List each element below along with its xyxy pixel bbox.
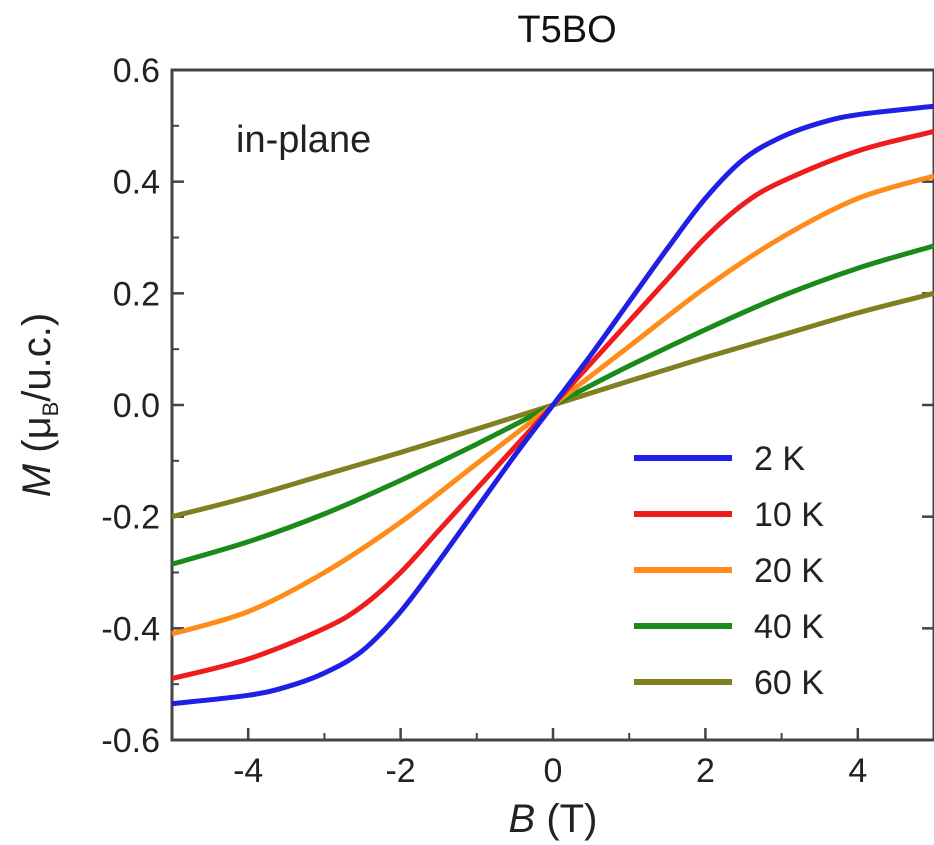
series-line (171, 103, 934, 707)
series-2k (171, 103, 934, 707)
legend-label: 2 K (754, 440, 805, 478)
in-plane-annotation: in-plane (236, 119, 371, 161)
chart-title: T5BO (517, 9, 616, 51)
y-tick-label: 0.2 (113, 275, 160, 313)
y-axis-unit-subscript: B (38, 402, 63, 417)
y-axis-unit-close: /u.c.) (15, 313, 59, 402)
data-series (171, 103, 934, 707)
y-tick-label: -0.4 (101, 610, 160, 648)
y-tick-label: 0.0 (113, 387, 160, 425)
y-tick-label: 0.6 (113, 52, 160, 90)
legend-label: 20 K (754, 552, 824, 590)
y-tick-label: -0.6 (101, 722, 160, 760)
x-axis-unit: (T) (546, 797, 597, 841)
y-tick-label: -0.2 (101, 499, 160, 537)
legend-label: 40 K (754, 608, 824, 646)
legend-label: 60 K (754, 664, 824, 702)
legend: 2 K 10 K 20 K 40 K 60 K (634, 440, 824, 702)
x-tick-label: -2 (385, 752, 415, 790)
y-axis-variable: M (15, 463, 59, 497)
svg-text:M (μB/u.c.): M (μB/u.c.) (15, 313, 63, 497)
x-axis-ticks: -4 -2 0 2 4 (171, 728, 934, 790)
y-axis-label: M (μB/u.c.) (15, 313, 63, 497)
y-axis-unit-open: (μ (15, 416, 59, 452)
x-axis-label: B (T) (509, 797, 598, 841)
x-tick-label: -4 (233, 752, 263, 790)
x-tick-label: 0 (544, 752, 563, 790)
svg-text:B (T): B (T) (509, 797, 598, 841)
x-tick-label: 2 (696, 752, 715, 790)
y-tick-label: 0.4 (113, 164, 160, 202)
y-axis-ticks: 0.6 0.4 0.2 0.0 -0.2 -0.4 -0.6 (101, 52, 934, 760)
legend-label: 10 K (754, 496, 824, 534)
x-tick-label: 4 (848, 752, 867, 790)
x-axis-variable: B (509, 797, 536, 841)
